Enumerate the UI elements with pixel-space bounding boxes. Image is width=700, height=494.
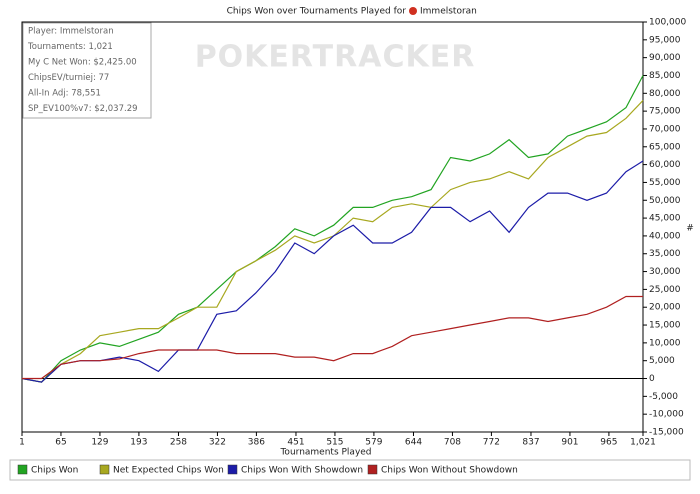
series-line [21,99,644,383]
y-tick-label: 75,000 [649,107,681,117]
y-tick-label: 35,000 [649,249,681,259]
info-line: Player: Immelstoran [28,27,114,37]
y-tick-label: 95,000 [649,35,681,45]
series-line [21,75,644,383]
legend-swatch [99,464,110,475]
series-line [21,160,644,383]
y-tick-label: 85,000 [649,71,681,81]
x-tick-label: 65 [55,438,66,448]
x-tick-label: 386 [248,438,265,448]
player-icon [409,7,417,15]
x-tick-label: 708 [444,438,461,448]
x-tick-label: 322 [209,438,226,448]
x-tick-label: 579 [365,438,382,448]
legend-label: Chips Won Without Showdown [381,466,518,476]
y-tick-label: -10,000 [649,410,684,420]
y-tick-label: 40,000 [649,231,681,241]
info-line: Tournaments: 1,021 [27,42,113,52]
info-line: ChipsEV/turniej: 77 [28,73,109,83]
x-axis-label: Tournaments Played [279,448,371,458]
legend-label: Chips Won [31,466,78,476]
y-tick-label: 15,000 [649,321,681,331]
legend-label: Net Expected Chips Won [113,466,224,476]
x-tick-label: 193 [130,438,147,448]
y-tick-label: 20,000 [649,303,681,313]
x-tick-label: 1,021 [630,438,656,448]
chart-title: Chips Won over Tournaments Played for [227,7,407,17]
x-tick-label: 965 [600,438,617,448]
plot-frame [21,21,644,433]
y-tick-label: 25,000 [649,285,681,295]
x-tick-label: 515 [326,438,343,448]
y-tick-label: 65,000 [649,142,681,152]
x-tick-label: 1 [19,438,25,448]
legend-frame [9,459,691,481]
legend-label: Chips Won With Showdown [241,466,363,476]
y-tick-label: 55,000 [649,178,681,188]
y-tick-label: -5,000 [649,392,678,402]
y-tick-label: 100,000 [649,18,686,28]
y-tick-label: 70,000 [649,124,681,134]
y-axis-label: # [686,224,694,234]
y-tick-label: 90,000 [649,53,681,63]
y-tick-label: 10,000 [649,338,681,348]
info-line: SP_EV100%v7: $2,037.29 [28,104,138,114]
y-tick-label: -15,000 [649,428,684,438]
legend-swatch [367,464,378,475]
watermark: POKERTRACKER [195,40,476,75]
x-tick-label: 837 [522,438,539,448]
y-tick-label: 60,000 [649,160,681,170]
y-tick-label: 30,000 [649,267,681,277]
series-line [22,295,643,380]
y-tick-label: 80,000 [649,89,681,99]
info-frame [22,22,152,119]
x-tick-label: 901 [561,438,578,448]
info-box: Player: Immelstoran Tournaments: 1,021 My … [22,22,152,119]
y-tick-label: 50,000 [649,196,681,206]
info-line: All-In Adj: 78,551 [28,89,101,99]
x-tick-label: 644 [405,438,422,448]
info-line: My C Net Won: $2,425.00 [28,58,137,68]
x-tick-label: 772 [483,438,500,448]
x-tick-label: 258 [170,438,187,448]
y-tick-label: 45,000 [649,214,681,224]
x-tick-label: 129 [91,438,108,448]
y-tick-label: 5,000 [649,356,675,366]
chart-title-player: Immelstoran [420,7,477,17]
legend-swatch [227,464,238,475]
legend-swatch [17,464,28,475]
x-tick-label: 451 [287,438,304,448]
y-tick-label: 0 [649,374,655,384]
